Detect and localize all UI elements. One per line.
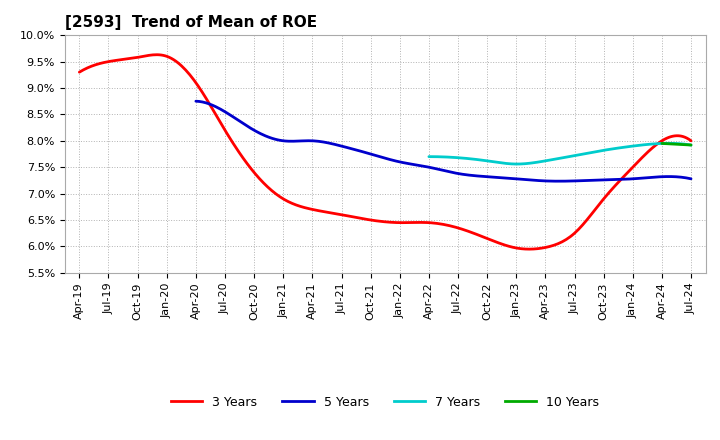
- Text: [2593]  Trend of Mean of ROE: [2593] Trend of Mean of ROE: [65, 15, 317, 30]
- Legend: 3 Years, 5 Years, 7 Years, 10 Years: 3 Years, 5 Years, 7 Years, 10 Years: [166, 391, 604, 414]
